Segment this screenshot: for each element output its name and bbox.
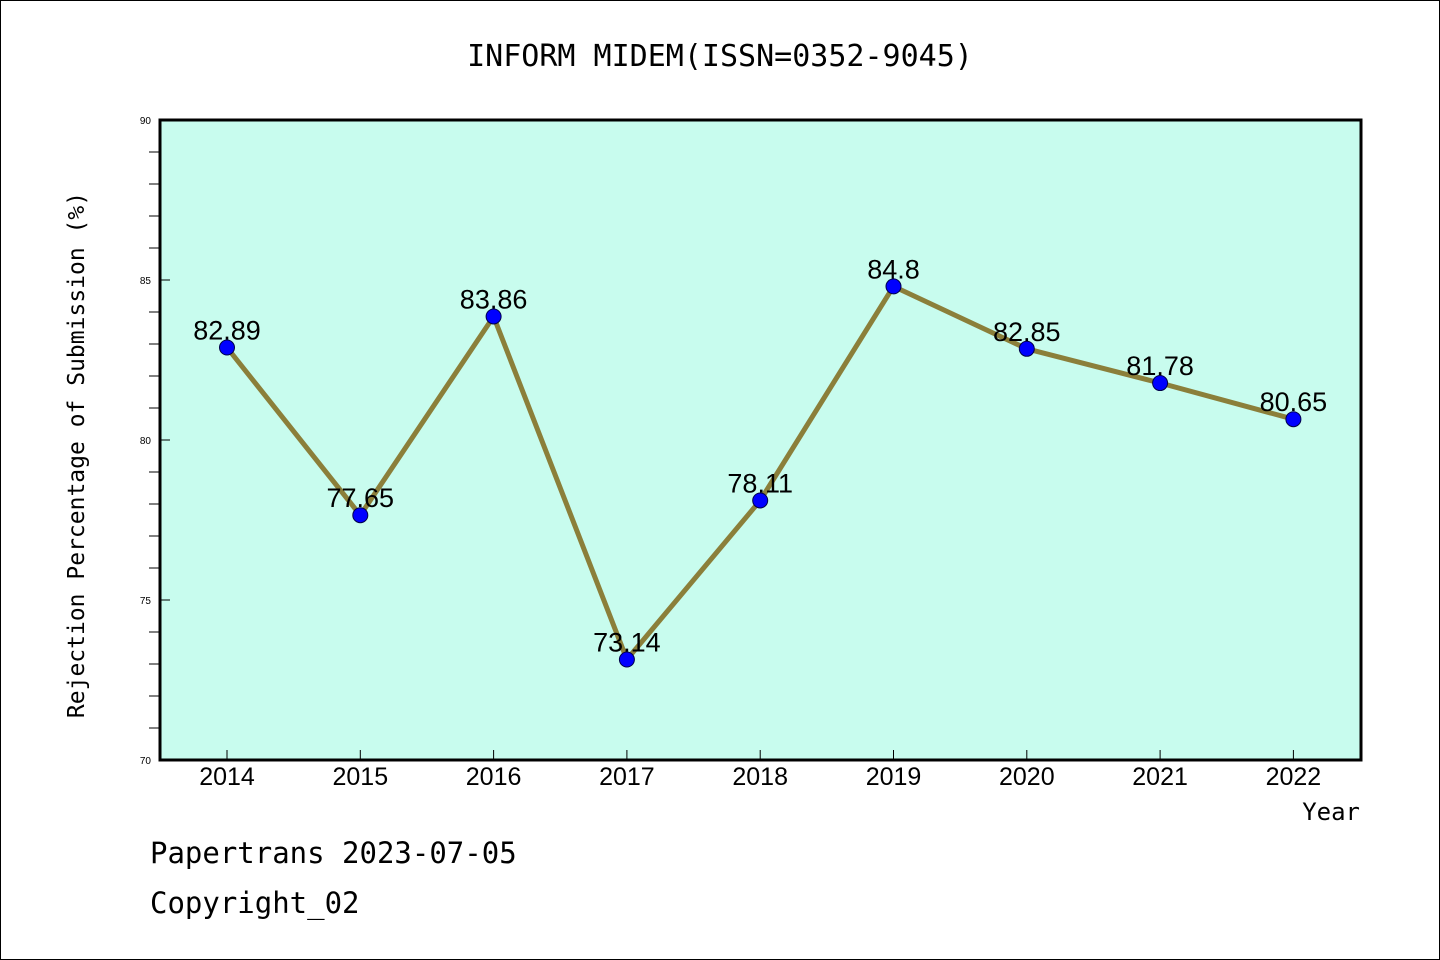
x-tick-label: 2022 — [1266, 763, 1322, 791]
data-point — [485, 308, 502, 325]
data-label: 73.14 — [593, 628, 661, 658]
data-point — [885, 278, 902, 295]
y-tick-label: 75 — [140, 596, 152, 607]
plot-border — [158, 118, 1363, 762]
data-point — [352, 507, 369, 524]
data-point — [618, 651, 635, 668]
data-label: 78.11 — [727, 468, 793, 498]
chart-title: INFORM MIDEM(ISSN=0352-9045) — [467, 39, 973, 74]
plot-area — [160, 120, 1361, 760]
y-tick-label: 90 — [140, 116, 152, 127]
y-axis-label: Rejection Percentage of Submission (%) — [64, 192, 90, 718]
footer-source: Papertrans 2023-07-05 — [150, 836, 517, 870]
x-tick-label: 2015 — [332, 763, 388, 791]
y-tick-label: 85 — [140, 276, 152, 287]
data-point — [219, 339, 235, 356]
y-tick-label: 70 — [140, 756, 152, 767]
y-tick-labels: 70 75 80 85 90 — [140, 116, 152, 767]
x-tick-label: 2020 — [999, 763, 1055, 791]
data-label: 83.86 — [460, 284, 528, 314]
data-markers — [219, 278, 1302, 668]
data-point — [1285, 411, 1302, 428]
data-label: 84.8 — [867, 254, 920, 284]
x-tick-label: 2021 — [1132, 763, 1188, 791]
x-tick-label: 2014 — [199, 763, 255, 791]
data-label: 80.65 — [1260, 387, 1328, 417]
data-label: 77.65 — [327, 483, 395, 513]
x-tick-labels: 2014 2015 2016 2017 2018 2019 2020 2021 2022 — [199, 763, 1321, 791]
x-tick-label: 2019 — [866, 763, 922, 791]
footer-copyright: Copyright_02 — [150, 886, 360, 920]
data-label: 81.78 — [1126, 351, 1194, 381]
data-point — [1018, 340, 1035, 357]
data-point — [752, 492, 769, 509]
x-axis-label: Year — [1302, 798, 1360, 826]
x-tick-label: 2018 — [732, 763, 788, 791]
data-label: 82.89 — [193, 316, 261, 346]
data-labels: 82.89 77.65 83.86 73.14 78.11 84.8 82.85 81.78 8… — [193, 254, 1327, 657]
y-tick-label: 80 — [140, 436, 152, 447]
x-tick-label: 2017 — [599, 763, 655, 791]
data-label: 82.85 — [993, 317, 1061, 347]
data-point — [1152, 375, 1169, 392]
x-tick-label: 2016 — [466, 763, 522, 791]
